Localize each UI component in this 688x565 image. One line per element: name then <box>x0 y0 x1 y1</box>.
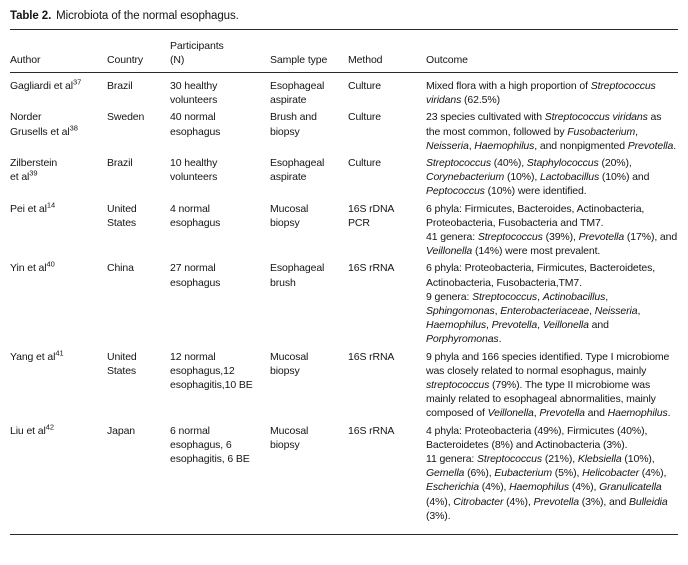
cell-country: Japan <box>107 424 136 437</box>
table-body: Gagliardi et al37 Brazil 30 healthy volu… <box>10 73 678 536</box>
cell-sample-type: Brush and biopsy <box>270 111 317 138</box>
microbiota-table: Author Country Participants (N) Sample t… <box>10 29 678 536</box>
cell-outcome: Streptococcus (40%), Staphylococcus (20%… <box>426 156 678 199</box>
outcome-paragraph: 9 phyla and 166 species identified. Type… <box>426 350 671 420</box>
cell-sample-type: Esophageal aspirate <box>270 80 325 107</box>
cell-outcome: 4 phyla: Proteobacteria (49%), Firmicute… <box>426 424 678 523</box>
cell-country: China <box>107 262 134 275</box>
table-row: Yin et al40 China 27 normal esophagus Es… <box>10 261 678 346</box>
col-header-method-label: Method <box>348 53 383 66</box>
cell-outcome: 6 phyla: Firmicutes, Bacteroides, Actino… <box>426 202 678 259</box>
table-row: Zilberstein et al39 Brazil 10 healthy vol… <box>10 156 678 199</box>
cell-participants: 6 normal esophagus, 6 esophagitis, 6 BE <box>170 424 250 466</box>
cell-outcome: 6 phyla: Proteobacteria, Firmicutes, Bac… <box>426 261 678 346</box>
reference-superscript: 39 <box>29 168 38 178</box>
table-row: Yang et al41 United States 12 normal eso… <box>10 348 678 421</box>
author-line: Liu et al42 <box>10 422 55 437</box>
cell-method: Culture <box>348 111 382 124</box>
author-line: Yin et al40 <box>10 259 55 275</box>
table-header-row: Author Country Participants (N) Sample t… <box>10 29 678 73</box>
author-line: Yang et al41 <box>10 348 64 363</box>
cell-author: Yin et al40 <box>10 261 107 346</box>
outcome-paragraph: 41 genera: Streptococcus (39%), Prevotel… <box>426 231 678 258</box>
reference-superscript: 41 <box>55 348 64 358</box>
cell-participants: 4 normal esophagus <box>170 202 221 229</box>
cell-method: 16S rDNA PCR <box>348 202 394 229</box>
col-header-outcome-label: Outcome <box>426 53 468 66</box>
outcome-paragraph: 23 species cultivated with Streptococcus… <box>426 111 677 152</box>
reference-superscript: 40 <box>46 259 55 269</box>
col-header-country-label: Country <box>107 53 144 66</box>
table-caption-title: Microbiota of the normal esophagus. <box>56 10 239 22</box>
cell-method: Culture <box>348 80 382 92</box>
cell-author: Yang et al41 <box>10 348 107 421</box>
cell-author: Norder Grusells et al38 <box>10 110 107 153</box>
outcome-paragraph: Streptococcus (40%), Staphylococcus (20%… <box>426 157 650 198</box>
cell-participants: 27 normal esophagus <box>170 262 221 289</box>
table-row: Liu et al42 Japan 6 normal esophagus, 6 … <box>10 422 678 523</box>
reference-superscript: 38 <box>69 123 78 133</box>
col-header-author-label: Author <box>10 53 41 66</box>
cell-sample-type: Mucosal biopsy <box>270 350 309 377</box>
cell-sample-type: Mucosal biopsy <box>270 424 309 451</box>
table-caption-number: Table 2. <box>10 10 52 22</box>
col-header-outcome: Outcome <box>426 54 678 68</box>
table-row: Gagliardi et al37 Brazil 30 healthy volu… <box>10 77 678 107</box>
author-line: Gagliardi et al37 <box>10 77 82 92</box>
cell-outcome: 23 species cultivated with Streptococcus… <box>426 110 678 153</box>
author-line: et al39 <box>10 168 38 184</box>
table-row: Pei et al14 United States 4 normal esoph… <box>10 200 678 259</box>
cell-author: Gagliardi et al37 <box>10 77 107 107</box>
author-line: Zilberstein <box>10 157 58 170</box>
cell-outcome: 9 phyla and 166 species identified. Type… <box>426 350 678 421</box>
col-header-author: Author <box>10 54 107 68</box>
outcome-paragraph: 9 genera: Streptococcus, Actinobacillus,… <box>426 290 641 346</box>
cell-country: Brazil <box>107 80 133 92</box>
cell-author: Zilberstein et al39 <box>10 156 107 199</box>
col-header-sample-type-label: Sample type <box>270 53 328 66</box>
journal-table-page: Table 2. Microbiota of the normal esophag… <box>10 0 678 536</box>
cell-country: Sweden <box>107 111 145 124</box>
reference-superscript: 37 <box>72 77 82 87</box>
cell-participants: 40 normal esophagus <box>170 111 221 138</box>
table-row: Norder Grusells et al38 Sweden 40 normal … <box>10 110 678 153</box>
cell-method: 16S rRNA <box>348 424 395 437</box>
outcome-paragraph: 6 phyla: Proteobacteria, Firmicutes, Bac… <box>426 262 656 289</box>
col-header-participants-line2: (N) <box>170 53 185 66</box>
cell-author: Liu et al42 <box>10 422 107 523</box>
cell-sample-type: Mucosal biopsy <box>270 202 309 229</box>
cell-country: United States <box>107 350 137 377</box>
cell-outcome: Mixed flora with a high proportion of St… <box>426 79 678 107</box>
cell-method: 16S rRNA <box>348 350 395 363</box>
cell-country: Brazil <box>107 157 133 170</box>
cell-author: Pei et al14 <box>10 200 107 259</box>
outcome-paragraph: 6 phyla: Firmicutes, Bacteroides, Actino… <box>426 202 645 229</box>
reference-superscript: 42 <box>45 422 55 432</box>
reference-superscript: 14 <box>46 200 56 210</box>
cell-method: 16S rRNA <box>348 262 395 275</box>
outcome-paragraph: 4 phyla: Proteobacteria (49%), Firmicute… <box>426 424 648 451</box>
col-header-participants: Participants (N) <box>170 40 270 67</box>
cell-country: United States <box>107 202 137 229</box>
col-header-country: Country <box>107 54 170 68</box>
col-header-sample-type: Sample type <box>270 54 348 68</box>
table-caption: Table 2. Microbiota of the normal esophag… <box>10 0 678 29</box>
cell-participants: 12 normal esophagus,12 esophagitis,10 BE <box>170 350 253 392</box>
author-line: Pei et al14 <box>10 200 56 215</box>
outcome-paragraph: Mixed flora with a high proportion of St… <box>426 80 656 107</box>
cell-participants: 30 healthy volunteers <box>170 80 218 107</box>
cell-participants: 10 healthy volunteers <box>170 157 218 184</box>
cell-method: Culture <box>348 157 382 170</box>
outcome-paragraph: 11 genera: Streptococcus (21%), Klebsiel… <box>426 453 668 522</box>
col-header-method: Method <box>348 54 426 68</box>
cell-sample-type: Esophageal aspirate <box>270 157 325 184</box>
author-line: Norder <box>10 111 42 124</box>
col-header-participants-line1: Participants <box>170 40 224 52</box>
author-line: Grusells et al38 <box>10 123 78 138</box>
cell-sample-type: Esophageal brush <box>270 262 325 289</box>
